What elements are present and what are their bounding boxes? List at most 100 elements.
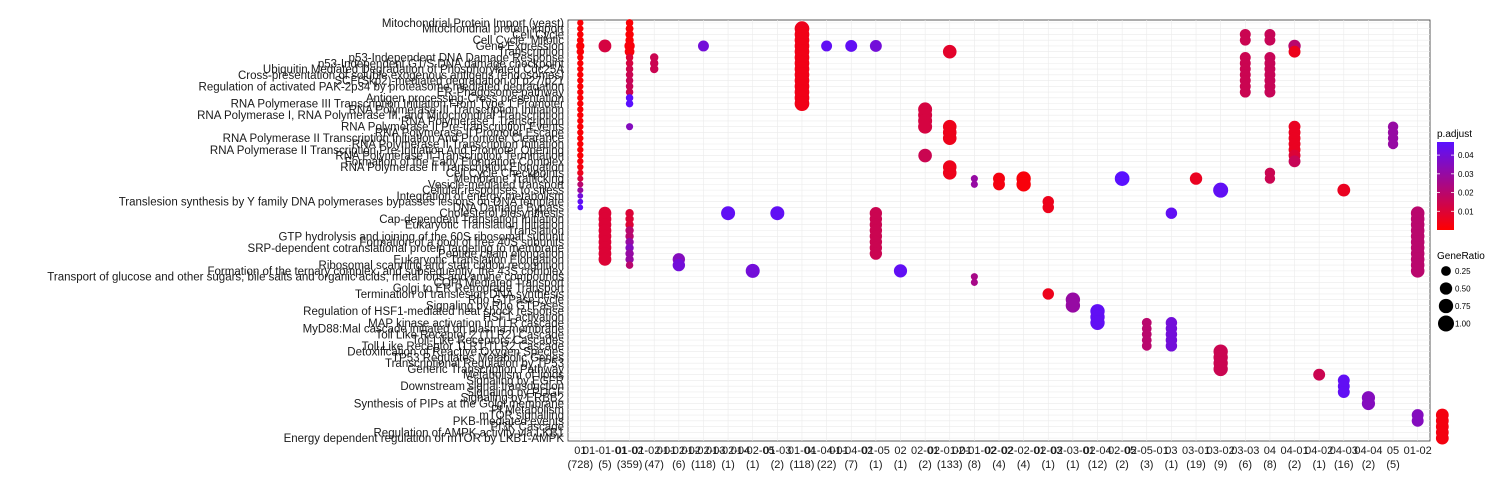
legend-size-label: 1.00 <box>1455 320 1471 329</box>
data-point <box>625 94 634 102</box>
y-tick-label: Rho GTPase cycle <box>468 295 564 307</box>
x-tick-label: 04 <box>1264 445 1276 457</box>
x-tick-label: 01-02-05 <box>731 445 775 457</box>
data-point <box>625 249 634 258</box>
x-tick-label: 03-01 <box>1182 445 1210 457</box>
x-tick-label: 04-01 <box>1280 445 1308 457</box>
data-point <box>1042 288 1054 300</box>
data-point <box>625 59 634 68</box>
data-point <box>1165 340 1178 352</box>
y-tick-label: Synthesis of PIPs at the Golgi membrane <box>354 399 564 411</box>
data-point <box>625 19 634 27</box>
data-point <box>893 264 908 278</box>
legend-size-label: 0.50 <box>1455 285 1471 294</box>
data-point <box>1410 264 1425 278</box>
y-tick-label: mTOR signalling <box>479 410 564 422</box>
data-point <box>625 88 634 96</box>
x-tick-label: 01-01-01 <box>583 445 627 457</box>
data-point <box>625 65 634 73</box>
x-tick-label: 04-02 <box>1305 445 1333 457</box>
data-point <box>1239 86 1251 98</box>
data-point <box>650 53 659 62</box>
x-tick-count: (1) <box>894 459 907 471</box>
x-tick-label: 01-02-01 <box>632 445 676 457</box>
x-tick-count: (118) <box>790 459 815 471</box>
x-tick-label: 04-04 <box>1354 445 1382 457</box>
y-tick-label: GTP hydrolysis and joining of the 60S ri… <box>278 231 564 243</box>
y-tick-label: COPI Mediated Transport <box>434 277 565 289</box>
y-tick-label: Formation of a pool of free 40S subunits <box>359 237 564 249</box>
legend-color-bar <box>1437 142 1454 230</box>
y-tick-label: RNA Polymerase II Pre-transcription Even… <box>341 122 564 134</box>
y-tick-label: Cell Cycle Checkpoints <box>446 168 564 180</box>
data-point <box>1239 34 1251 46</box>
y-tick-label: Regulation of AMPK activity via LKB1 <box>374 427 565 439</box>
x-tick-label: 01-02-04 <box>706 445 750 457</box>
x-tick-label: 02-02 <box>985 445 1013 457</box>
legend: p.adjust 0.04 0.03 0.02 0.01 GeneRatio 0.25 0.5… <box>1437 129 1485 332</box>
x-tick-count: (5) <box>1386 459 1399 471</box>
y-tick-label: Signaling by EGFR <box>466 375 564 387</box>
x-tick-label: 02-04 <box>1083 445 1111 457</box>
y-tick-label: Membrane Trafficking <box>454 174 564 186</box>
data-point <box>1435 431 1449 445</box>
y-tick-label: Cholesterol biosynthesis <box>439 208 564 220</box>
data-point <box>770 206 785 221</box>
x-tick-count: (19) <box>1186 459 1206 471</box>
y-tick-label: PI Metabolism <box>491 404 564 416</box>
x-tick-label: 01-04 <box>788 445 816 457</box>
y-tick-label: ER-Phagosome pathway <box>437 87 564 99</box>
x-tick-label: 02 <box>894 445 906 457</box>
data-point <box>650 64 659 74</box>
data-point <box>577 54 584 61</box>
y-tick-label: Cellular responses to stress <box>422 185 564 197</box>
x-tick-count: (3) <box>1140 459 1153 471</box>
x-tick-count: (1) <box>869 459 882 471</box>
y-tick-label: Signaling by ERBB2 <box>460 393 564 405</box>
x-tick-label: 02-05-01 <box>1125 445 1169 457</box>
data-point <box>625 71 634 79</box>
data-point <box>577 187 584 194</box>
data-point <box>576 31 584 38</box>
x-tick-count: (1) <box>1066 459 1079 471</box>
legend-size-label: 0.25 <box>1455 267 1471 276</box>
legend-size-dot <box>1438 315 1454 332</box>
data-point <box>918 148 932 163</box>
data-point <box>577 135 584 142</box>
y-tick-label: PI3K Cascade <box>490 422 564 434</box>
x-tick-label: 03-02 <box>1207 445 1235 457</box>
data-point <box>650 59 659 68</box>
x-tick-count: (2) <box>1362 459 1375 471</box>
data-point <box>1337 386 1350 398</box>
y-tick-label: Toll Like Receptor 2 (TLR2) Cascade <box>375 329 564 341</box>
data-point <box>577 94 584 102</box>
data-point <box>576 41 585 51</box>
data-point <box>625 261 634 269</box>
y-tick-label: MAP kinase activation in TLR cascade <box>368 318 564 330</box>
data-point <box>577 163 584 171</box>
data-point <box>1264 34 1276 46</box>
y-tick-label: Transport of glucose and other sugars, b… <box>47 272 564 284</box>
legend-color-title: p.adjust <box>1437 129 1472 140</box>
data-point <box>1337 183 1351 197</box>
data-point <box>918 119 933 134</box>
y-tick-label: Mitochondrial Protein Import (yeast) <box>382 18 564 30</box>
y-tick-label: Cell Cycle <box>512 29 564 41</box>
data-point <box>625 226 634 235</box>
data-point <box>625 30 634 39</box>
data-point <box>577 77 584 84</box>
x-tick-count: (5) <box>598 459 611 471</box>
data-point <box>745 263 760 278</box>
data-point <box>576 36 584 44</box>
data-point <box>821 40 833 52</box>
x-tick-label: 02-01-01 <box>928 445 972 457</box>
data-point <box>1213 182 1229 198</box>
data-point <box>1264 86 1276 98</box>
x-tick-count: (359) <box>617 459 643 471</box>
data-point <box>1213 361 1228 377</box>
x-tick-count: (1) <box>1312 459 1325 471</box>
y-tick-label: p53-Independent G1/S DNA damage checkpoi… <box>318 58 565 70</box>
data-point <box>577 111 584 119</box>
data-point <box>625 237 634 247</box>
data-point <box>970 273 978 281</box>
